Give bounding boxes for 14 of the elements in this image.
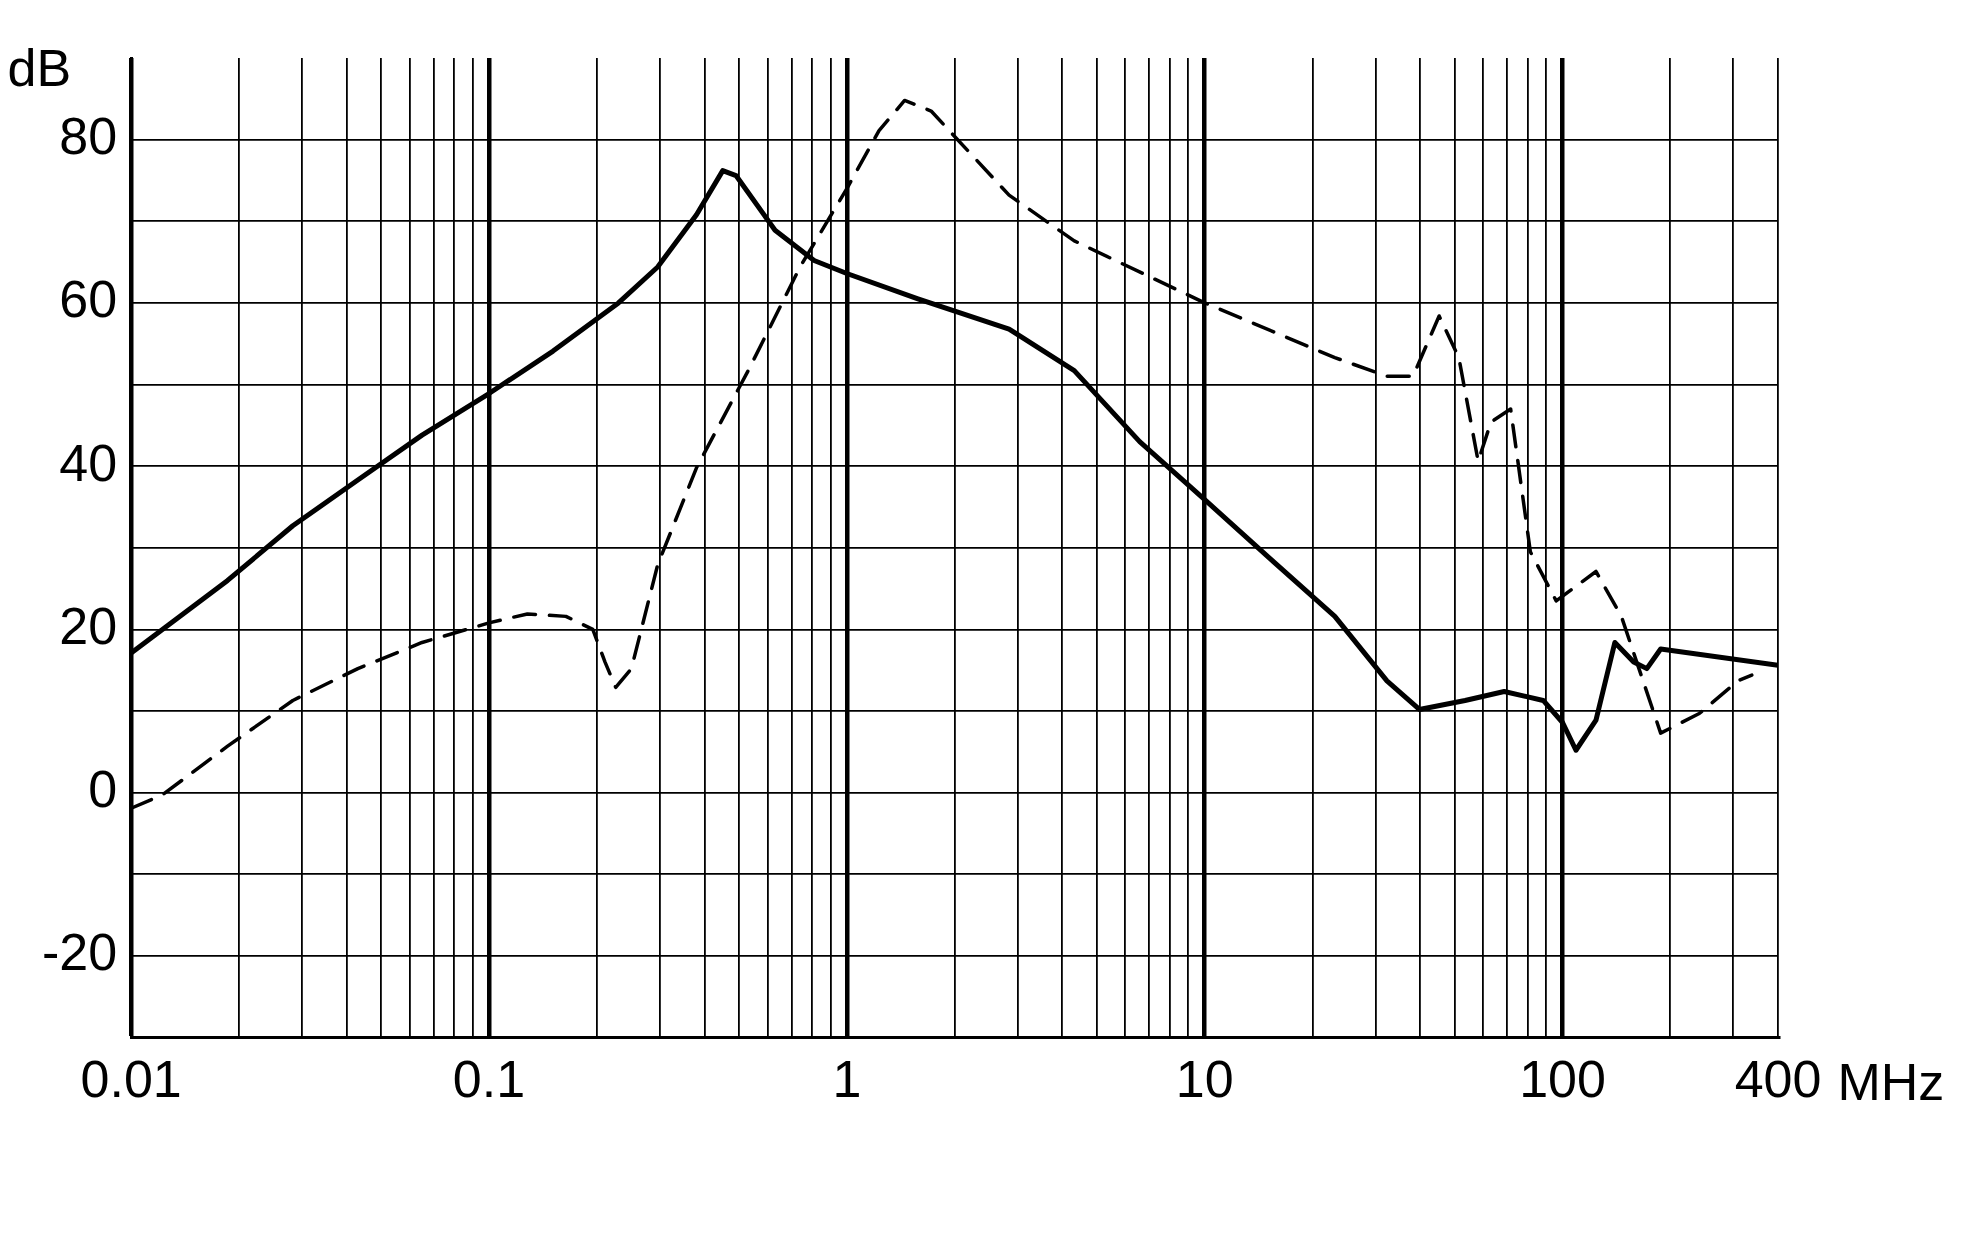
y-tick-label: -20 <box>42 923 118 982</box>
x-tick-label: 10 <box>1175 1050 1234 1109</box>
y-tick-label: 20 <box>59 596 118 655</box>
x-tick-label: 400 <box>1734 1050 1822 1109</box>
x-axis-title: MHz <box>1837 1053 1945 1112</box>
y-axis-title: dB <box>7 39 72 98</box>
x-tick-label: 100 <box>1519 1050 1606 1109</box>
y-tick-label: 0 <box>88 760 118 819</box>
x-tick-label: 0.01 <box>80 1050 182 1109</box>
x-tick-label: 1 <box>832 1050 862 1109</box>
y-tick-label: 80 <box>59 106 118 165</box>
y-tick-label: 60 <box>59 270 118 329</box>
y-tick-label: 40 <box>59 433 118 492</box>
x-tick-label: 0.1 <box>452 1050 526 1109</box>
